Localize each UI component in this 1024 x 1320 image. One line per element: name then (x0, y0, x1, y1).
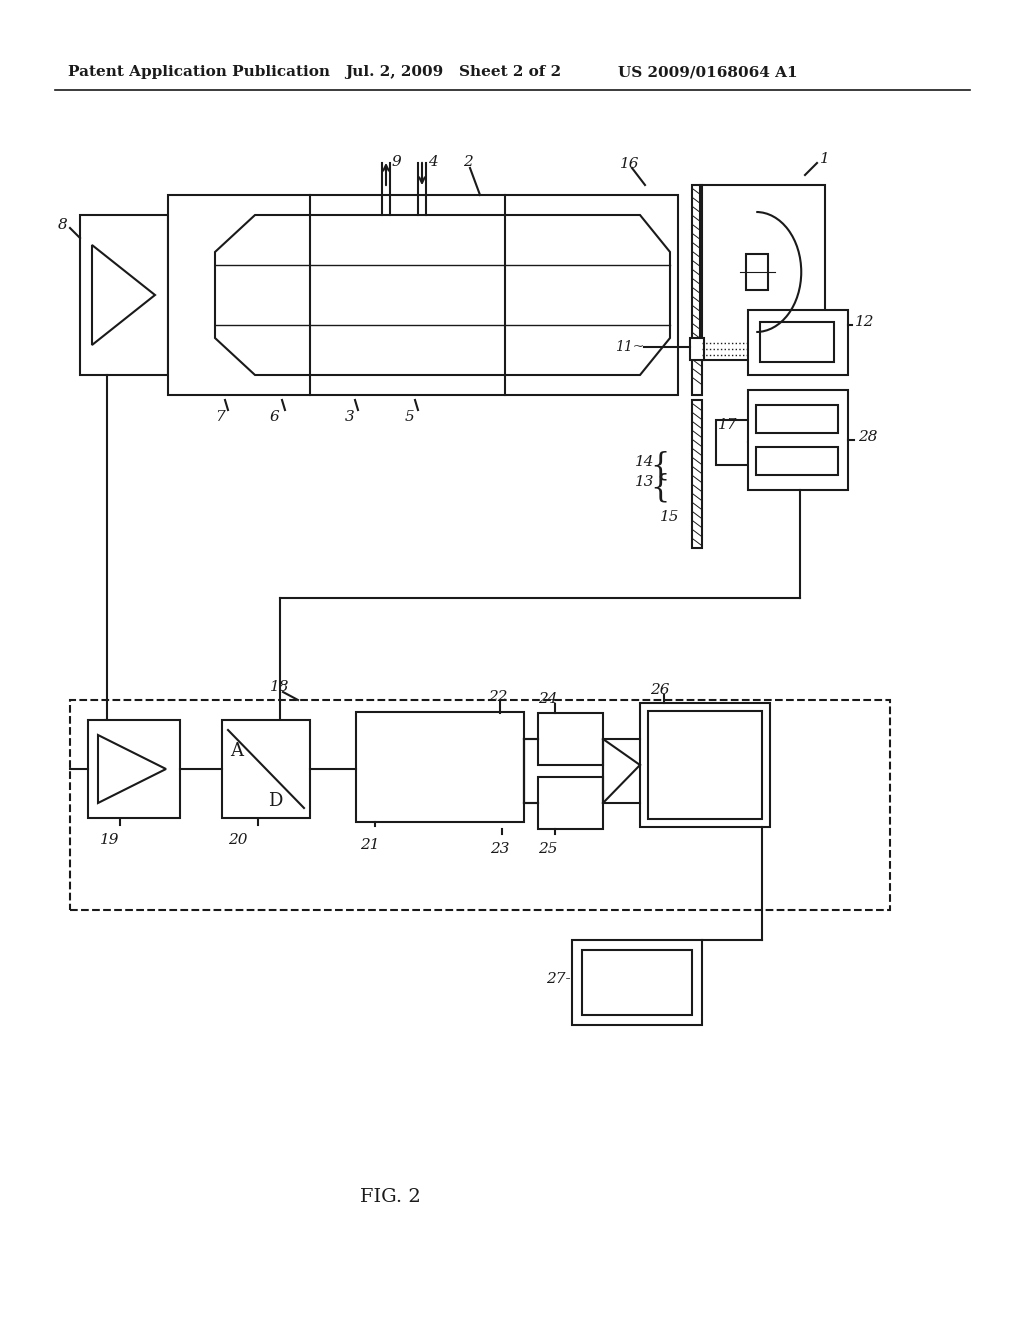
Bar (700, 185, 825, 360)
Bar (582, 950, 692, 1015)
Bar (70, 700, 890, 909)
Text: 9: 9 (392, 154, 401, 169)
Bar (746, 253, 768, 290)
Text: 14: 14 (635, 455, 654, 469)
Text: 4: 4 (428, 154, 437, 169)
Text: 28: 28 (858, 430, 878, 444)
Text: 26: 26 (650, 682, 670, 697)
Bar (748, 310, 848, 375)
Bar (168, 195, 678, 395)
Text: FIG. 2: FIG. 2 (359, 1188, 421, 1206)
Text: 11~: 11~ (615, 341, 644, 354)
Bar (748, 389, 848, 490)
Bar (538, 777, 603, 829)
Text: {: { (650, 473, 670, 503)
Text: {: { (650, 450, 670, 480)
Text: US 2009/0168064 A1: US 2009/0168064 A1 (618, 65, 798, 79)
Bar (690, 338, 705, 360)
Text: 13: 13 (635, 475, 654, 488)
Bar (760, 322, 834, 362)
Bar (80, 215, 168, 375)
Text: 17: 17 (718, 418, 737, 432)
Text: 24: 24 (538, 692, 557, 706)
Text: 5: 5 (406, 411, 415, 424)
Bar (692, 185, 702, 395)
Bar (640, 704, 770, 828)
Text: 2: 2 (463, 154, 473, 169)
Text: D: D (268, 792, 283, 810)
Text: 1: 1 (820, 152, 829, 166)
Text: 25: 25 (538, 842, 557, 855)
Bar (692, 400, 702, 548)
Text: 23: 23 (490, 842, 510, 855)
Bar (88, 719, 180, 818)
Polygon shape (92, 246, 155, 345)
Text: 22: 22 (488, 690, 508, 704)
Bar (756, 405, 838, 433)
Bar (222, 719, 310, 818)
Text: A: A (230, 742, 243, 760)
Text: 21: 21 (360, 838, 380, 851)
Text: 3: 3 (345, 411, 354, 424)
Text: 8: 8 (58, 218, 68, 232)
Bar (756, 447, 838, 475)
Text: 6: 6 (270, 411, 280, 424)
Text: 19: 19 (100, 833, 120, 847)
Bar (572, 940, 702, 1026)
Bar (538, 713, 603, 766)
Text: 16: 16 (620, 157, 640, 172)
Polygon shape (98, 735, 166, 803)
Text: Patent Application Publication: Patent Application Publication (68, 65, 330, 79)
Bar (716, 420, 806, 465)
Bar (648, 711, 762, 818)
Text: 20: 20 (228, 833, 248, 847)
Text: 12: 12 (855, 315, 874, 329)
Text: 7: 7 (215, 411, 224, 424)
Text: 15: 15 (660, 510, 680, 524)
Bar (356, 711, 524, 822)
Text: 18: 18 (270, 680, 290, 694)
Text: 27-: 27- (546, 972, 570, 986)
Text: Jul. 2, 2009   Sheet 2 of 2: Jul. 2, 2009 Sheet 2 of 2 (345, 65, 561, 79)
